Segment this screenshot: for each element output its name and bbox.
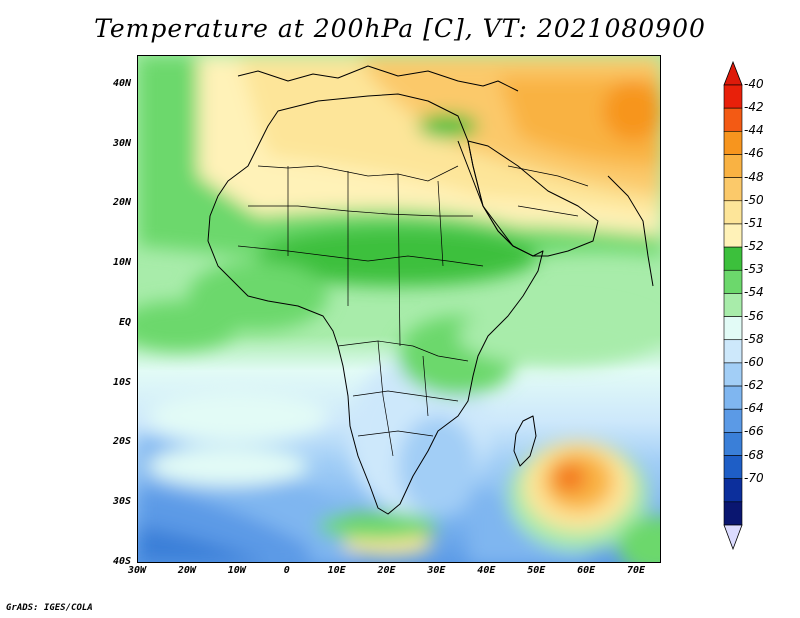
colorbar-level-label: -68 (744, 447, 764, 462)
colorbar-segment (723, 293, 743, 317)
lat-tick-label: 10N (112, 257, 131, 269)
colorbar-segment (723, 478, 743, 503)
colorbar-level-label: -51 (744, 215, 764, 230)
map-title: Temperature at 200hPa [C], VT: 202108090… (94, 14, 706, 43)
colorbar-level-label: -40 (744, 77, 764, 91)
grads-credit: GrADS: IGES/COLA (6, 603, 93, 613)
colorbar-segment (723, 501, 743, 526)
lon-tick-label: 0 (283, 565, 290, 576)
colorbar-level-label: -60 (744, 354, 764, 369)
colorbar-level-label: -64 (744, 401, 764, 416)
lon-tick-label: 50E (527, 565, 546, 576)
colorbar-level-label: -66 (744, 424, 764, 439)
temperature-field-shading (138, 56, 660, 562)
lon-tick-label: 30E (427, 565, 446, 576)
colorbar-level-label: -62 (744, 378, 764, 393)
country-borders (237, 165, 589, 457)
lat-tick-label: 30N (112, 137, 131, 149)
colorbar-segment (723, 408, 743, 433)
colorbar-segment (723, 84, 743, 109)
lat-tick-label: EQ (118, 316, 131, 328)
colorbar-segment (723, 200, 743, 225)
colorbar-segment (723, 269, 743, 294)
colorbar-level-label: -70 (744, 470, 764, 485)
lon-tick-label: 30W (127, 565, 147, 576)
colorbar-level-label: -53 (744, 262, 764, 277)
lon-tick-label: 20W (177, 565, 196, 576)
colorbar-level-label: -50 (744, 192, 764, 207)
colorbar-level-label: -58 (744, 331, 764, 346)
colorbar-level-label: -46 (744, 146, 764, 161)
colorbar-segment (723, 131, 743, 155)
lon-tick-label: 60E (577, 565, 596, 576)
colorbar-segment (723, 154, 743, 178)
colorbar-segment (723, 107, 743, 132)
lon-tick-label: 10E (327, 565, 346, 576)
coastlines (207, 65, 654, 515)
colorbar (723, 60, 743, 551)
temperature-map (138, 56, 660, 562)
map-panel (137, 55, 661, 563)
colorbar-segment (723, 316, 743, 341)
colorbar-segment (723, 339, 743, 364)
lat-tick-label: 20N (112, 197, 131, 209)
lon-tick-label: 40E (477, 565, 496, 576)
lat-tick-label: 10S (112, 376, 131, 388)
colorbar-segment (723, 455, 743, 479)
lat-tick-label: 40N (112, 77, 131, 89)
lat-tick-label: 40S (112, 556, 131, 567)
colorbar-level-label: -44 (744, 123, 764, 138)
colorbar-segment (723, 177, 743, 202)
colorbar-level-label: -54 (744, 285, 764, 300)
lon-tick-label: 10W (227, 565, 246, 576)
colorbar-level-label: -48 (744, 169, 764, 184)
colorbar-segment (723, 223, 743, 248)
lat-tick-label: 20S (112, 436, 131, 448)
colorbar-segment (723, 246, 743, 271)
lat-tick-label: 30S (112, 496, 131, 508)
colorbar-segment (723, 385, 743, 410)
colorbar-under-arrow (723, 524, 743, 551)
colorbar-over-arrow (723, 60, 743, 86)
colorbar-level-label: -42 (744, 100, 764, 115)
colorbar-segment (723, 362, 743, 387)
lon-tick-label: 70E (627, 565, 646, 576)
colorbar-segment (723, 432, 743, 456)
colorbar-level-label: -52 (744, 239, 764, 254)
lon-tick-label: 20E (377, 565, 396, 576)
colorbar-level-label: -56 (744, 308, 764, 323)
